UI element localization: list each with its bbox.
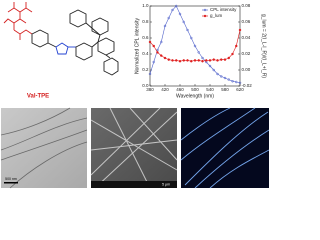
legend-label: CPL intensity <box>210 7 237 12</box>
data-point <box>167 58 170 61</box>
data-point <box>212 68 215 72</box>
data-point <box>205 59 208 62</box>
legend-marker <box>203 14 207 18</box>
page: {"structure_label": "Val-TPE", "microgra… <box>0 0 270 189</box>
data-point <box>193 59 197 62</box>
y2-tick-label: 0.06 <box>242 19 251 24</box>
data-point <box>227 78 230 81</box>
data-point <box>216 72 219 76</box>
data-point <box>208 64 212 68</box>
data-point <box>220 75 223 78</box>
data-point <box>171 8 174 12</box>
data-point <box>148 40 152 44</box>
x-tick-label: 500 <box>191 87 199 92</box>
data-point <box>212 58 215 61</box>
chart: 380 420 460 500 540 580 620 0.0 0.2 0.4 0.6 0.8 1.0 -… <box>134 3 266 99</box>
data-point <box>152 44 155 48</box>
y2-tick-label: 0.04 <box>242 35 251 40</box>
y-tick-label: 0.6 <box>142 35 149 40</box>
structure-label: Val-TPE <box>27 94 49 100</box>
data-point <box>223 58 227 61</box>
data-point <box>238 81 242 85</box>
y-tick-label: 0.8 <box>142 19 149 24</box>
data-point <box>216 59 219 62</box>
y2-tick-label: 0.00 <box>242 67 251 72</box>
y2-tick-label: 0.08 <box>242 3 251 8</box>
data-point <box>190 59 193 63</box>
data-point <box>227 56 230 60</box>
legend-label: g_lum <box>210 13 223 18</box>
y2-tick-label: -0.02 <box>242 83 253 88</box>
data-point <box>190 36 193 40</box>
x-axis-label: Wavelength (nm) <box>176 93 214 99</box>
y-tick-label: 0.0 <box>142 83 149 88</box>
data-point <box>175 59 178 62</box>
data-point <box>201 59 204 63</box>
x-tick-label: 620 <box>236 87 244 92</box>
y-tick-label: 1.0 <box>142 3 149 8</box>
data-point <box>208 59 212 62</box>
data-point <box>235 44 238 48</box>
data-point <box>182 20 185 24</box>
data-point <box>148 72 152 76</box>
data-point <box>231 79 234 83</box>
data-point <box>171 59 174 62</box>
data-point <box>152 60 155 64</box>
data-point <box>220 58 223 61</box>
data-point <box>197 59 200 62</box>
x-tick-label: 460 <box>176 87 184 92</box>
data-point <box>186 28 189 32</box>
x-tick-label: 380 <box>146 87 154 92</box>
data-point <box>160 40 163 44</box>
scale-label: 5 μm <box>162 182 170 186</box>
x-tick-label: 420 <box>161 87 169 92</box>
data-point <box>235 80 238 84</box>
data-point <box>193 44 197 48</box>
molecule <box>3 2 119 76</box>
scale-label: 500 nm <box>5 177 17 181</box>
x-tick-label: 580 <box>221 87 229 92</box>
data-point <box>163 56 167 60</box>
data-point <box>167 16 170 20</box>
series-line <box>149 5 241 84</box>
data-point <box>156 48 159 52</box>
data-point <box>178 59 182 63</box>
y-tick-label: 0.4 <box>142 51 149 56</box>
y2-tick-label: 0.02 <box>242 51 251 56</box>
data-point <box>231 52 234 56</box>
y-tick-label: 0.2 <box>142 67 149 72</box>
sem-image: 5 μm <box>90 107 178 189</box>
data-point <box>156 51 159 54</box>
tem-image: 500 nm <box>0 107 88 189</box>
data-point <box>186 59 189 62</box>
data-point <box>201 56 204 60</box>
x-tick-label: 540 <box>206 87 214 92</box>
data-point <box>182 59 185 62</box>
fluorescence-image <box>180 107 270 189</box>
data-point <box>197 51 200 54</box>
data-point <box>238 28 242 32</box>
y2-axis-label: g_lum = 2(I_L-I_R)/(I_L+I_R) <box>261 14 267 79</box>
legend-marker <box>203 8 207 12</box>
data-point <box>160 54 163 57</box>
data-point <box>223 76 227 80</box>
y-axis-label: Normalized CPL intensity <box>134 18 140 74</box>
data-point <box>175 4 178 8</box>
data-point <box>178 12 182 16</box>
figure: Val-TPE 380 420 460 500 540 580 620 0.0 0.2 0.4 0.… <box>0 2 270 189</box>
data-point <box>163 24 167 28</box>
